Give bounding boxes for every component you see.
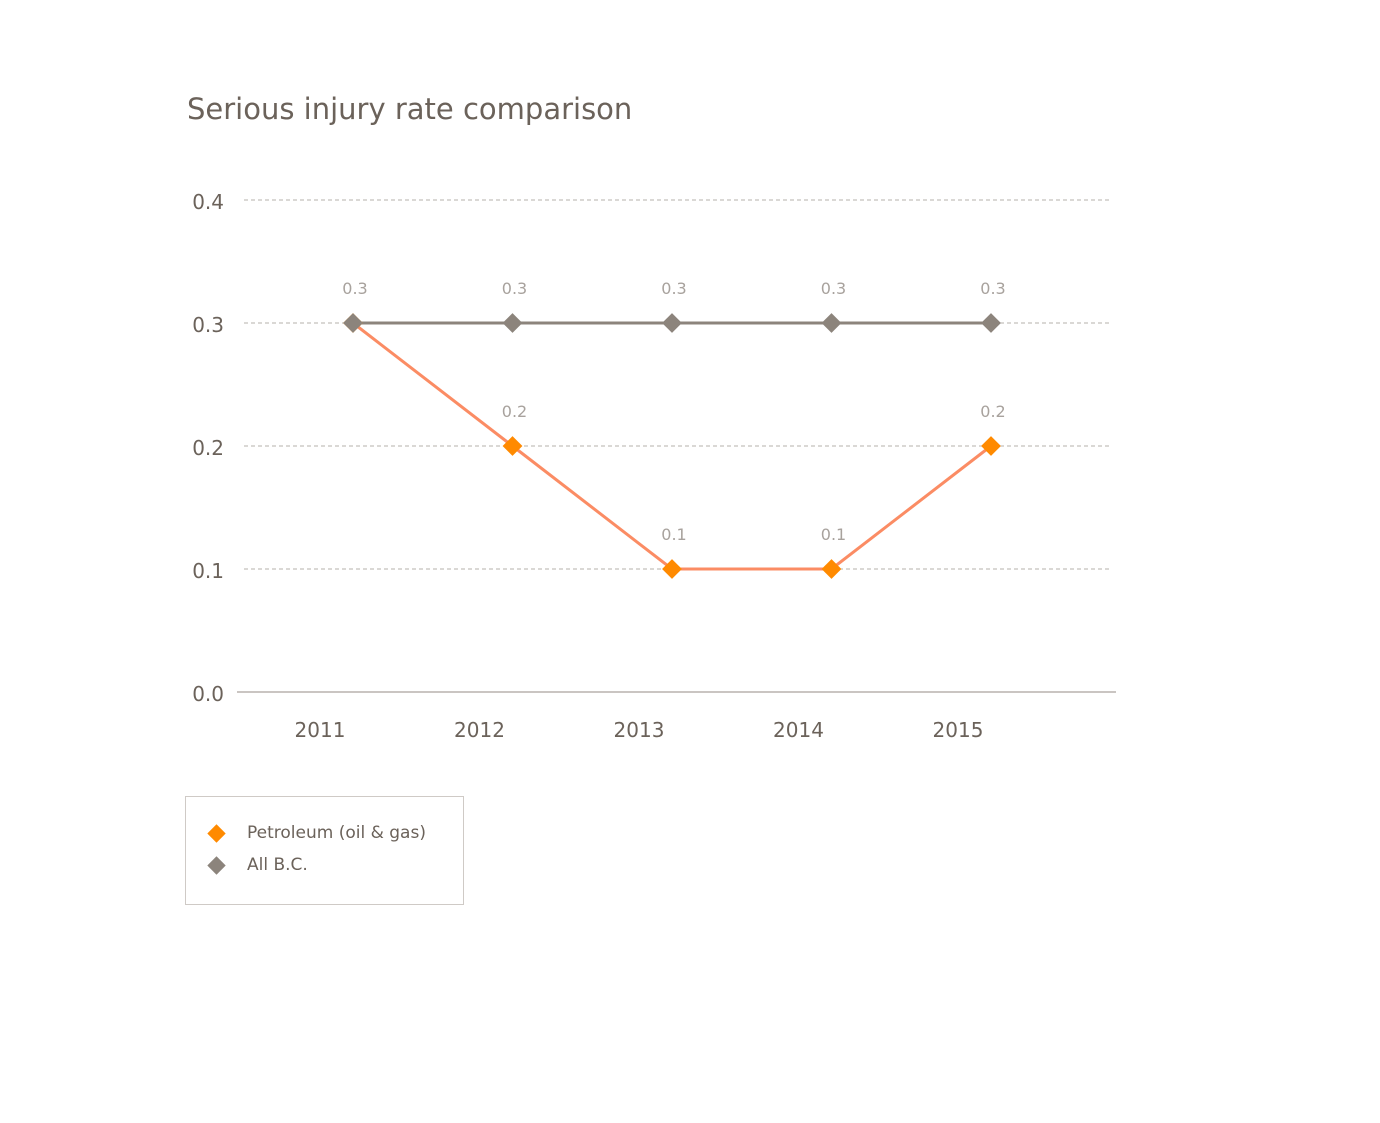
- data-label: 0.3: [502, 279, 527, 298]
- legend: Petroleum (oil & gas) All B.C.: [185, 796, 464, 905]
- data-point-marker: [981, 313, 1001, 333]
- data-point-marker: [502, 313, 523, 333]
- y-tick-label: 0.4: [192, 190, 224, 214]
- data-point-marker: [662, 313, 682, 333]
- data-label: 0.3: [980, 279, 1005, 298]
- diamond-marker-icon: [207, 855, 226, 875]
- diamond-marker-icon: [207, 823, 226, 843]
- data-label: 0.3: [342, 279, 367, 298]
- x-tick-label: 2013: [614, 718, 665, 742]
- data-point-marker: [821, 559, 842, 579]
- data-point-marker: [502, 436, 523, 456]
- legend-label: All B.C.: [247, 855, 308, 875]
- x-tick-label: 2011: [295, 718, 346, 742]
- legend-label: Petroleum (oil & gas): [247, 823, 426, 843]
- data-label: 0.1: [661, 525, 686, 544]
- data-point-marker: [821, 313, 842, 333]
- data-label: 0.3: [821, 279, 846, 298]
- x-tick-label: 2015: [933, 718, 984, 742]
- x-tick-label: 2012: [454, 718, 505, 742]
- y-tick-label: 0.1: [192, 559, 224, 583]
- x-tick-label: 2014: [773, 718, 824, 742]
- y-tick-label: 0.2: [192, 436, 224, 460]
- data-point-marker: [981, 436, 1001, 456]
- data-label: 0.3: [661, 279, 686, 298]
- y-tick-label: 0.0: [192, 682, 224, 706]
- data-label: 0.1: [821, 525, 846, 544]
- data-label: 0.2: [980, 402, 1005, 421]
- y-tick-label: 0.3: [192, 313, 224, 337]
- legend-item-petroleum[interactable]: Petroleum (oil & gas): [206, 823, 426, 843]
- legend-item-all-bc[interactable]: All B.C.: [206, 855, 308, 875]
- chart-title: Serious injury rate comparison: [187, 92, 633, 126]
- data-point-marker: [662, 559, 682, 579]
- data-label: 0.2: [502, 402, 527, 421]
- data-point-marker: [343, 313, 363, 333]
